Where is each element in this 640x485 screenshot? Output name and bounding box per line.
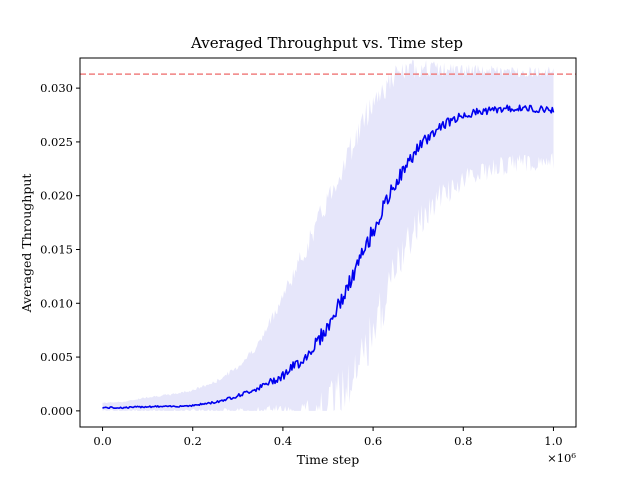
y-axis-label: Averaged Throughput (19, 174, 34, 314)
x-ticks: 0.0 0.2 0.4 0.6 0.8 1.0 (93, 427, 563, 448)
x-tick-label: 1.0 (544, 434, 562, 448)
x-axis-multiplier: ×10⁶ (547, 451, 576, 465)
y-tick-label: 0.020 (40, 189, 73, 203)
x-tick-label: 0.4 (274, 434, 292, 448)
y-ticks: 0.000 0.005 0.010 0.015 0.020 0.025 0.030 (40, 81, 80, 418)
y-tick-label: 0.015 (40, 242, 73, 256)
confidence-band (102, 59, 554, 411)
plot-frame (79, 57, 577, 428)
x-axis-label: Time step (297, 452, 359, 467)
x-tick-label: 0.8 (454, 434, 472, 448)
x-tick-label: 0.0 (93, 434, 111, 448)
chart-title: Averaged Throughput vs. Time step (190, 34, 463, 52)
y-tick-label: 0.030 (40, 81, 73, 95)
mean-line-layer (102, 104, 555, 410)
mean-throughput-line (102, 104, 555, 410)
y-tick-label: 0.025 (40, 135, 73, 149)
y-tick-label: 0.000 (40, 404, 73, 418)
x-tick-label: 0.6 (364, 434, 382, 448)
y-tick-label: 0.005 (40, 350, 73, 364)
x-tick-label: 0.2 (184, 434, 202, 448)
y-tick-label: 0.010 (40, 296, 73, 310)
confidence-band-layer (102, 59, 554, 411)
